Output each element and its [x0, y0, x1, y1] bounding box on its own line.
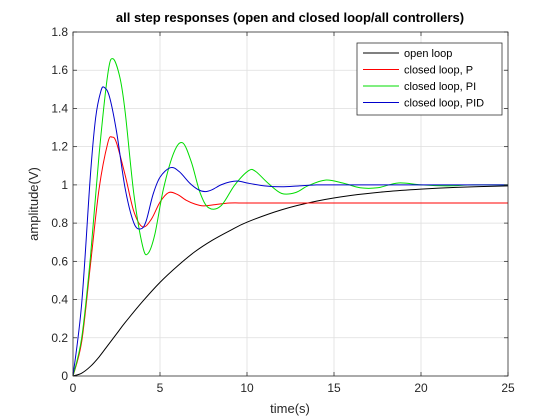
y-tick-label: 0: [61, 369, 68, 383]
y-tick-label: 0.2: [51, 331, 68, 345]
legend-label-2: closed loop, PI: [404, 81, 476, 93]
legend-label-0: open loop: [404, 48, 452, 60]
y-tick-label: 0.4: [51, 293, 68, 307]
x-tick-label: 25: [501, 381, 515, 395]
y-tick-label: 1.2: [51, 140, 68, 154]
series-line-0: [72, 185, 509, 377]
x-axis-label: time(s): [270, 401, 310, 416]
x-tick-label: 5: [157, 381, 164, 395]
series-line-2: [72, 58, 509, 377]
y-tick-label: 1.4: [51, 101, 68, 115]
legend-label-1: closed loop, P: [404, 65, 473, 77]
x-tick-label: 0: [70, 381, 77, 395]
y-tick-label: 1.6: [51, 63, 68, 77]
y-tick-label: 1.8: [51, 25, 68, 39]
series-lines: [72, 58, 509, 377]
legend: open loop closed loop, P closed loop, PI cl…: [356, 42, 503, 116]
y-tick-label: 0.6: [51, 254, 68, 268]
x-tick-label: 15: [327, 381, 341, 395]
chart-title: all step responses (open and closed loop…: [116, 10, 464, 25]
y-tick-label: 1: [61, 178, 68, 192]
y-tick-label: 0.8: [51, 216, 68, 230]
ticks: 0 5 10 15 20 25 0 0.2 0.4 0.6 0.8 1 1.2 1.4 1.6 1.8: [51, 25, 515, 395]
series-line-3: [72, 86, 509, 377]
y-axis-label: amplitude(V): [26, 167, 41, 241]
legend-label-3: closed loop, PID: [404, 98, 484, 110]
x-tick-label: 10: [240, 381, 254, 395]
x-tick-label: 20: [414, 381, 428, 395]
axes-box: [72, 31, 509, 377]
series-line-1: [72, 136, 508, 377]
